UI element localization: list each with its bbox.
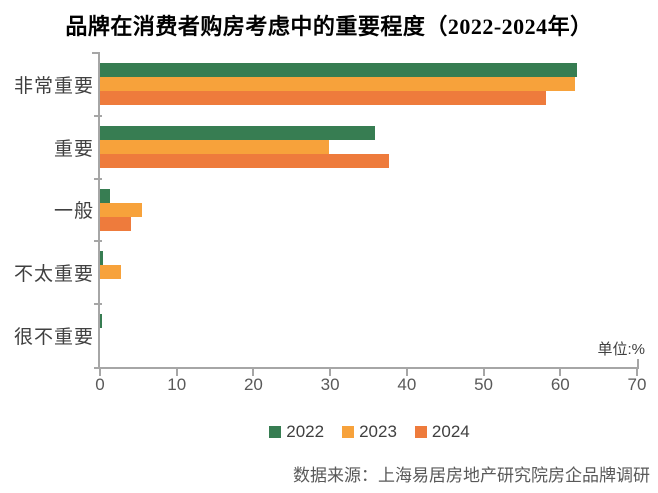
category-label-重要: 重要 — [53, 138, 94, 160]
x-axis-end-tick — [637, 359, 639, 367]
bar-2022-很不重要 — [100, 314, 103, 329]
plot-area — [92, 52, 639, 376]
bar-2023-重要 — [100, 139, 329, 154]
bar-group-非常重要 — [100, 53, 639, 116]
legend: 2022 2023 2024 — [100, 421, 639, 443]
x-axis-tick-10 — [175, 369, 178, 376]
legend-swatch-2023 — [342, 426, 355, 438]
legend-label-2022: 2022 — [286, 422, 325, 441]
chart-title: 品牌在消费者购房考虑中的重要程度（2022-2024年） — [65, 14, 593, 39]
x-axis-label-20: 20 — [243, 375, 263, 394]
category-label-非常重要: 非常重要 — [13, 75, 94, 97]
category-label-很不重要: 很不重要 — [13, 327, 94, 349]
bar-2024-一般 — [100, 216, 132, 231]
legend-swatch-2024 — [414, 426, 427, 438]
x-axis-label-50: 50 — [474, 375, 494, 394]
unit-label: 单位:% — [597, 341, 645, 358]
y-axis-tick — [94, 240, 102, 243]
x-axis-label-70: 70 — [627, 375, 647, 394]
x-axis-tick-70 — [636, 369, 638, 376]
legend-item-2022: 2022 — [269, 422, 324, 442]
bar-2022-不太重要 — [100, 251, 104, 266]
legend-item-2024: 2024 — [414, 422, 470, 442]
x-axis-tick-30 — [329, 369, 332, 376]
bar-2024-重要 — [100, 153, 390, 168]
x-axis-tick-40 — [405, 369, 408, 376]
x-axis-tick-60 — [559, 369, 562, 376]
bar-2023-非常重要 — [100, 77, 575, 91]
x-axis-tick-20 — [252, 369, 255, 376]
bar-2022-重要 — [100, 125, 375, 140]
value-axis-labels: 0 10 20 30 40 50 60 70 — [95, 375, 646, 399]
x-axis-tick-50 — [482, 369, 485, 376]
x-axis-label-30: 30 — [320, 375, 340, 394]
y-axis-top-tick — [92, 52, 99, 54]
legend-label-2024: 2024 — [431, 422, 470, 441]
y-axis-line — [98, 52, 100, 368]
category-axis-labels: 非常重要重要一般不太重要很不重要 — [0, 53, 94, 367]
bar-group-一般 — [100, 179, 639, 242]
x-axis-line — [94, 367, 639, 369]
y-axis-tick — [94, 114, 102, 117]
bar-group-重要 — [100, 116, 639, 179]
y-axis-tick — [94, 177, 102, 180]
x-axis-label-40: 40 — [397, 375, 417, 394]
x-axis-label-60: 60 — [550, 375, 570, 394]
bar-2024-非常重要 — [100, 91, 547, 105]
x-axis-tick-0 — [99, 369, 101, 376]
bar-2022-非常重要 — [100, 63, 578, 77]
bar-group-很不重要 — [100, 304, 639, 367]
y-axis-tick — [94, 303, 102, 306]
legend-item-2023: 2023 — [342, 422, 397, 442]
x-axis-label-0: 0 — [95, 375, 105, 394]
category-label-一般: 一般 — [53, 201, 94, 223]
bar-2023-不太重要 — [100, 265, 122, 280]
x-axis-label-10: 10 — [167, 375, 187, 394]
legend-label-2023: 2023 — [359, 422, 397, 441]
category-label-不太重要: 不太重要 — [13, 264, 94, 286]
legend-swatch-2022 — [269, 426, 282, 438]
bar-2022-一般 — [100, 188, 110, 203]
bar-2023-一般 — [100, 202, 143, 217]
source-note: 数据来源：上海易居房地产研究院房企品牌调研 — [293, 466, 650, 485]
bar-group-不太重要 — [100, 241, 639, 304]
